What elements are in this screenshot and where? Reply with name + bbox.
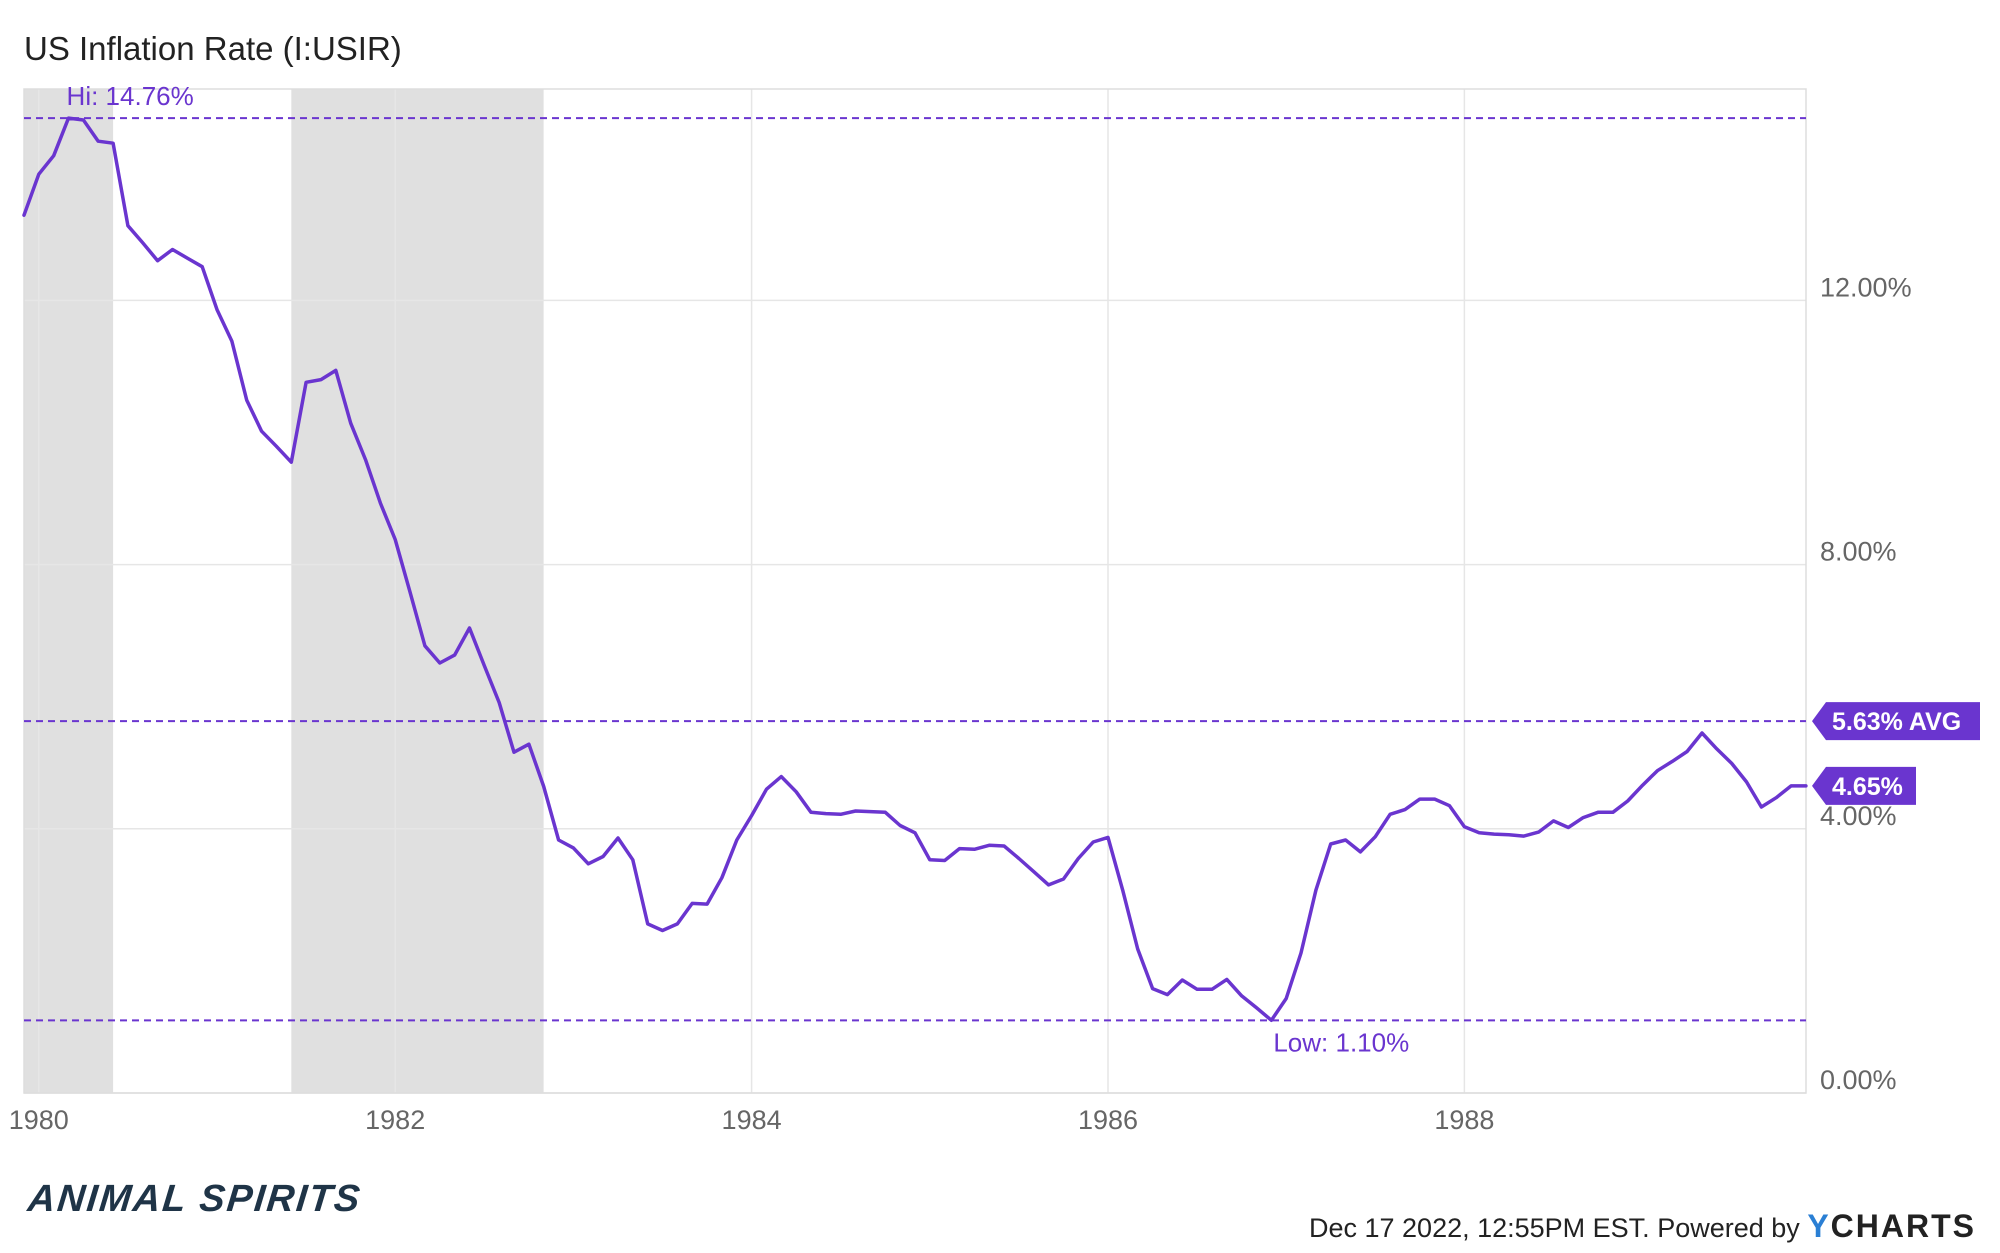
timestamp: Dec 17 2022, 12:55PM EST. [1308,1213,1650,1243]
x-tick-label: 1986 [1078,1105,1138,1135]
value-badges: 5.63% AVG 4.65% [1812,702,1980,805]
y-tick-label: 12.00% [1820,272,1912,302]
plot-frame [23,88,1807,1094]
latest-value-badge-text: 4.65% [1832,773,1903,801]
average-badge-shape [1812,702,1980,741]
ycharts-logo[interactable]: YCHARTS [1807,1208,1976,1244]
recession-band [291,89,544,1093]
x-tick-label: 1984 [722,1105,782,1135]
x-tick-label: 1988 [1434,1105,1494,1135]
recession-band [24,89,114,1093]
y-axis-ticks: 0.00% 4.00% 8.00% 12.00% [1820,272,1912,1095]
recession-bands [24,89,544,1093]
series-line [22,116,1808,1023]
powered-by-text: Powered by [1657,1213,1800,1243]
animal-spirits-logo: ANIMAL SPIRITS [25,1178,364,1220]
high-label: Hi: 14.76% [67,81,194,111]
footer-credit: Dec 17 2022, 12:55PM EST. Powered by YCH… [1309,1208,1976,1245]
y-tick-label: 4.00% [1820,801,1897,831]
reference-lines: Hi: 14.76% Low: 1.10% [24,81,1806,1057]
y-tick-label: 8.00% [1820,537,1897,567]
latest-value-badge-shape [1812,766,1916,805]
average-badge-text: 5.63% AVG [1832,708,1961,736]
x-tick-label: 1982 [365,1105,425,1135]
inflation-series-line [22,116,1808,1023]
chart-title: US Inflation Rate (I:USIR) [24,30,402,67]
x-axis-ticks: 1980 1982 1984 1986 1988 [9,1105,1495,1135]
latest-value-badge: 4.65% [1812,766,1916,805]
low-label: Low: 1.10% [1273,1027,1409,1057]
x-tick-label: 1980 [9,1105,69,1135]
y-tick-label: 0.00% [1820,1065,1897,1095]
average-badge: 5.63% AVG [1812,702,1980,741]
